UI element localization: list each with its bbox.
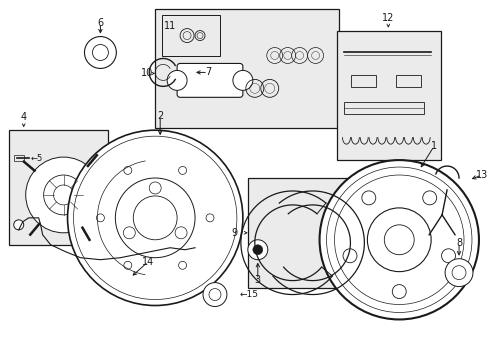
Text: 8: 8 xyxy=(455,238,461,248)
Text: 12: 12 xyxy=(381,13,394,23)
Text: ←5: ←5 xyxy=(31,154,43,163)
Circle shape xyxy=(319,160,478,319)
Circle shape xyxy=(391,285,406,298)
Circle shape xyxy=(54,185,73,205)
Bar xyxy=(9,130,108,245)
Circle shape xyxy=(115,178,195,258)
Circle shape xyxy=(326,167,471,312)
Circle shape xyxy=(342,249,356,263)
Bar xyxy=(344,102,423,114)
Circle shape xyxy=(167,71,187,90)
Bar xyxy=(162,15,220,57)
Circle shape xyxy=(26,157,101,233)
Text: 4: 4 xyxy=(20,112,27,122)
Circle shape xyxy=(123,166,132,174)
Circle shape xyxy=(149,182,161,194)
Circle shape xyxy=(123,261,132,269)
Text: 3: 3 xyxy=(254,275,260,285)
Circle shape xyxy=(178,166,186,174)
Text: 9: 9 xyxy=(231,228,237,238)
Bar xyxy=(247,178,366,288)
Circle shape xyxy=(366,208,430,272)
Text: 13: 13 xyxy=(475,170,487,180)
Text: 1: 1 xyxy=(430,141,436,151)
Circle shape xyxy=(96,214,104,222)
Circle shape xyxy=(247,240,267,260)
Circle shape xyxy=(14,220,23,230)
Circle shape xyxy=(208,289,221,301)
Text: 10: 10 xyxy=(141,68,153,78)
Circle shape xyxy=(444,259,472,287)
Bar xyxy=(336,31,440,160)
Circle shape xyxy=(73,136,236,300)
Circle shape xyxy=(178,261,186,269)
Text: 2: 2 xyxy=(157,111,163,121)
Circle shape xyxy=(205,214,214,222)
Text: 14: 14 xyxy=(142,257,154,267)
Text: 6: 6 xyxy=(97,18,103,28)
Circle shape xyxy=(361,191,375,205)
Circle shape xyxy=(334,175,463,305)
Bar xyxy=(351,75,376,87)
Bar xyxy=(155,9,339,128)
Circle shape xyxy=(123,227,135,239)
Circle shape xyxy=(384,225,413,255)
Circle shape xyxy=(451,266,465,280)
Circle shape xyxy=(441,249,454,263)
Text: 7: 7 xyxy=(204,67,211,77)
Circle shape xyxy=(92,45,108,60)
Circle shape xyxy=(232,71,252,90)
Text: ←15: ←15 xyxy=(240,290,258,299)
Circle shape xyxy=(203,283,226,306)
Bar xyxy=(395,75,420,87)
FancyBboxPatch shape xyxy=(177,63,243,97)
Text: 11: 11 xyxy=(164,21,176,31)
Bar xyxy=(14,155,23,161)
Circle shape xyxy=(422,191,436,205)
Circle shape xyxy=(252,245,262,255)
Circle shape xyxy=(133,196,177,240)
Circle shape xyxy=(84,37,116,68)
Circle shape xyxy=(67,130,243,306)
Circle shape xyxy=(175,227,187,239)
Circle shape xyxy=(43,175,83,215)
